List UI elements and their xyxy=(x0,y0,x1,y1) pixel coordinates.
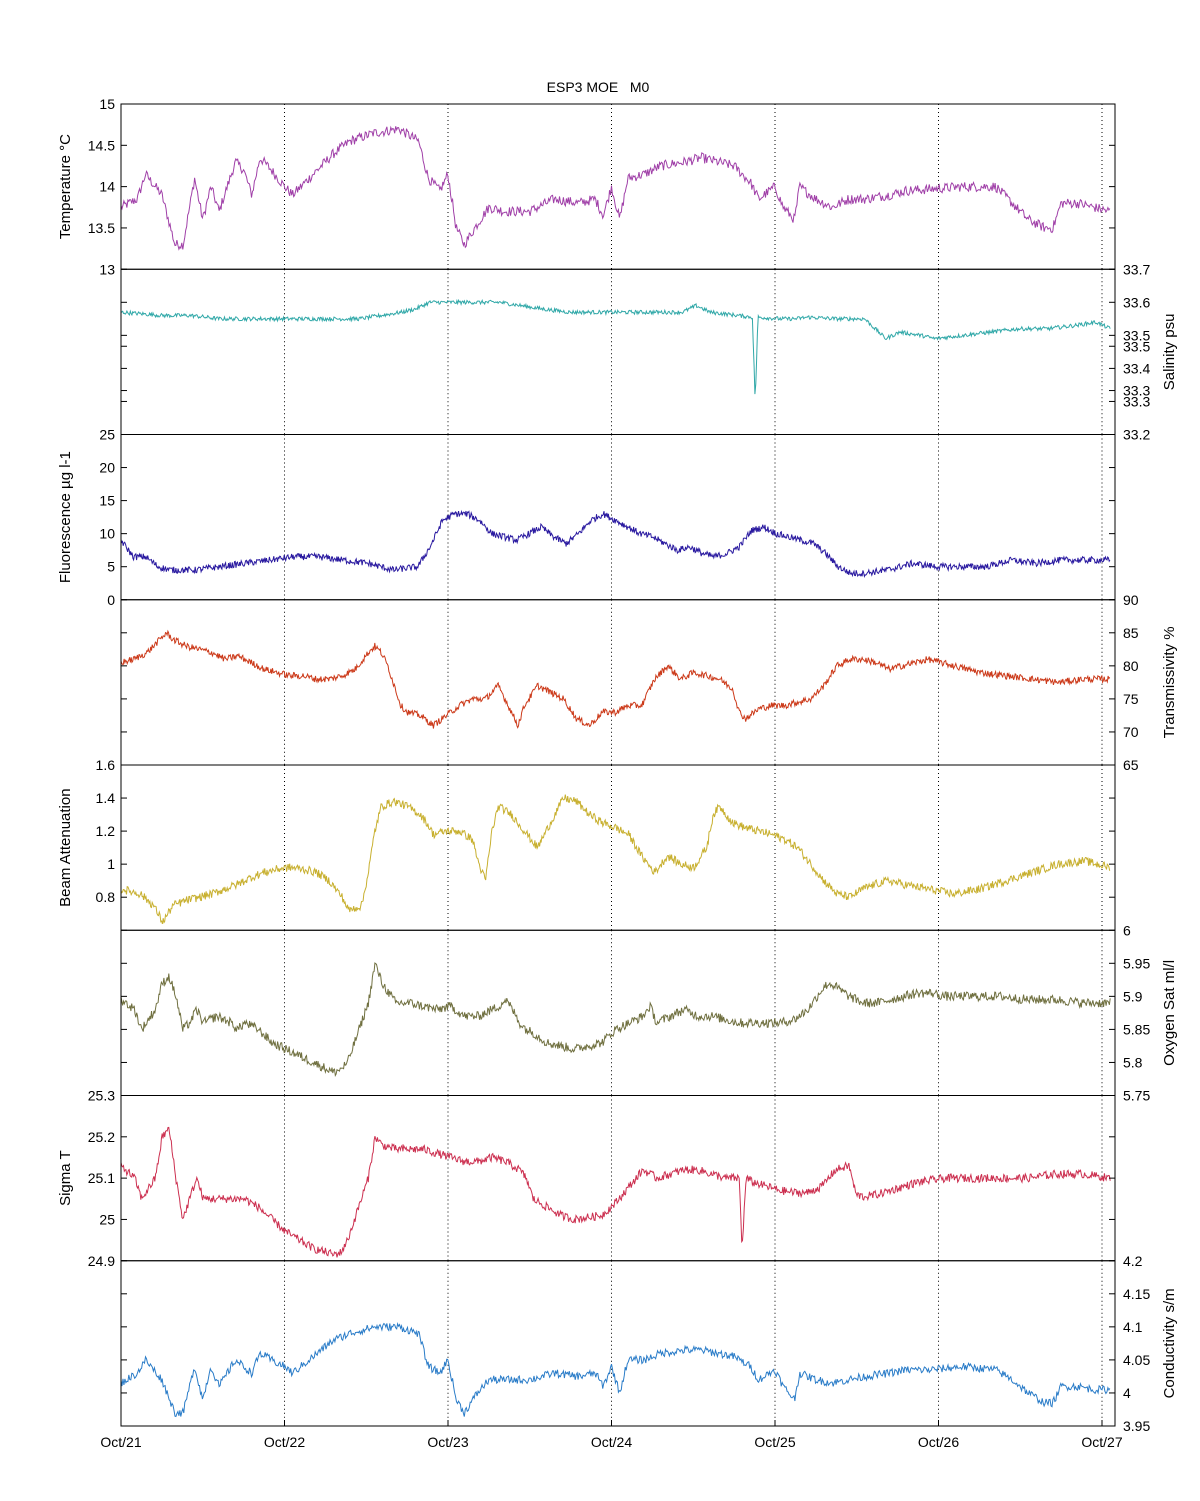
y-tick-label: 33.2 xyxy=(1123,427,1150,443)
y-tick-label: 24.9 xyxy=(88,1253,115,1269)
y-tick-label: 85 xyxy=(1123,625,1139,641)
series-line-beam_attenuation xyxy=(120,794,1111,925)
y-tick-label: 5.95 xyxy=(1123,955,1150,971)
y-tick-label: 4.1 xyxy=(1123,1319,1143,1335)
y-tick-label: 5.8 xyxy=(1123,1054,1143,1070)
y-axis-label-salinity: Salinity psu xyxy=(1161,314,1178,391)
y-tick-label: 80 xyxy=(1123,658,1139,674)
y-tick-label: 14 xyxy=(99,179,115,195)
y-tick-label: 13.5 xyxy=(88,220,115,236)
x-tick-label: Oct/21 xyxy=(100,1434,141,1450)
y-tick-label: 25.2 xyxy=(88,1129,115,1145)
y-tick-label: 10 xyxy=(99,526,115,542)
y-tick-label: 5.75 xyxy=(1123,1088,1150,1104)
y-tick-label: 1.4 xyxy=(96,790,116,806)
y-tick-label: 33.6 xyxy=(1123,294,1150,310)
y-tick-label: 33.3 xyxy=(1123,393,1150,409)
panel-beam_attenuation: 0.8 1 1.2 1.4 1.6 Beam Attenuation xyxy=(57,757,1116,931)
y-tick-label: 1.6 xyxy=(96,757,116,773)
y-tick-label: 4.15 xyxy=(1123,1286,1150,1302)
panel-frame xyxy=(120,1260,1116,1427)
y-tick-label: 5.85 xyxy=(1123,1021,1150,1037)
y-tick-label: 15 xyxy=(99,96,115,112)
y-axis-label-oxygen_sat: Oxygen Sat ml/l xyxy=(1161,960,1178,1066)
y-axis-label-sigma_t: Sigma T xyxy=(57,1150,74,1206)
y-tick-label: 65 xyxy=(1123,757,1139,773)
panel-conductivity: 3.95 4 4.05 4.1 4.15 4.2 Conductivity s/m xyxy=(120,1253,1178,1434)
x-axis: Oct/21 Oct/22 Oct/23 Oct/24 Oct/25 Oct/26 Oct/… xyxy=(100,1420,1123,1450)
y-axis-label-transmissivity: Transmissivity % xyxy=(1161,626,1178,738)
y-tick-label: 1 xyxy=(107,856,115,872)
series-line-transmissivity xyxy=(120,629,1111,729)
panel-fluorescence: 0 5 10 15 20 25 Fluorescence µg l-1 xyxy=(57,427,1116,608)
y-tick-label: 33.7 xyxy=(1123,261,1150,277)
y-tick-label: 6 xyxy=(1123,922,1131,938)
y-tick-label: 1.2 xyxy=(96,823,116,839)
x-tick-label: Oct/23 xyxy=(427,1434,468,1450)
y-tick-label: 25 xyxy=(99,1211,115,1227)
y-tick-label: 25.1 xyxy=(88,1170,115,1186)
x-tick-label: Oct/24 xyxy=(591,1434,632,1450)
y-tick-label: 33.4 xyxy=(1123,360,1150,376)
y-tick-label: 75 xyxy=(1123,691,1139,707)
panel-transmissivity: 65 70 75 80 85 90 Transmissivity % xyxy=(120,592,1178,773)
y-axis-label-fluorescence: Fluorescence µg l-1 xyxy=(57,451,74,583)
series-line-conductivity xyxy=(120,1322,1111,1418)
y-tick-label: 33.5 xyxy=(1123,338,1150,354)
y-tick-label: 5.9 xyxy=(1123,988,1143,1004)
y-tick-label: 33.5 xyxy=(1123,327,1150,343)
series-line-temperature xyxy=(120,125,1111,251)
chart-title: ESP3 MOE M0 xyxy=(547,79,650,95)
y-tick-label: 0 xyxy=(107,592,115,608)
series-line-oxygen_sat xyxy=(120,962,1111,1078)
x-tick-label: Oct/26 xyxy=(918,1434,959,1450)
y-tick-label: 5 xyxy=(107,559,115,575)
y-tick-label: 70 xyxy=(1123,724,1139,740)
y-tick-label: 15 xyxy=(99,493,115,509)
x-tick-label: Oct/27 xyxy=(1081,1434,1122,1450)
x-tick-label: Oct/25 xyxy=(754,1434,795,1450)
y-axis-label-conductivity: Conductivity s/m xyxy=(1161,1288,1178,1398)
y-axis-label-beam_attenuation: Beam Attenuation xyxy=(57,788,74,906)
y-tick-label: 20 xyxy=(99,460,115,476)
y-tick-label: 33.3 xyxy=(1123,383,1150,399)
y-tick-label: 25 xyxy=(99,427,115,443)
y-tick-label: 0.8 xyxy=(96,889,116,905)
y-axis-label-temperature: Temperature °C xyxy=(57,134,74,239)
y-tick-label: 4.2 xyxy=(1123,1253,1143,1269)
x-tick-label: Oct/22 xyxy=(264,1434,305,1450)
y-tick-label: 90 xyxy=(1123,592,1139,608)
y-tick-label: 13 xyxy=(99,261,115,277)
y-tick-label: 4 xyxy=(1123,1385,1131,1401)
series-line-sigma_t xyxy=(120,1126,1111,1258)
y-tick-label: 14.5 xyxy=(88,137,115,153)
y-tick-label: 3.95 xyxy=(1123,1418,1150,1434)
panel-oxygen_sat: 5.75 5.8 5.85 5.9 5.95 6 Oxygen Sat ml/l xyxy=(120,922,1178,1104)
y-tick-label: 25.3 xyxy=(88,1088,115,1104)
series-line-fluorescence xyxy=(120,509,1111,578)
series-line-salinity xyxy=(120,298,1111,395)
y-tick-label: 4.05 xyxy=(1123,1352,1150,1368)
